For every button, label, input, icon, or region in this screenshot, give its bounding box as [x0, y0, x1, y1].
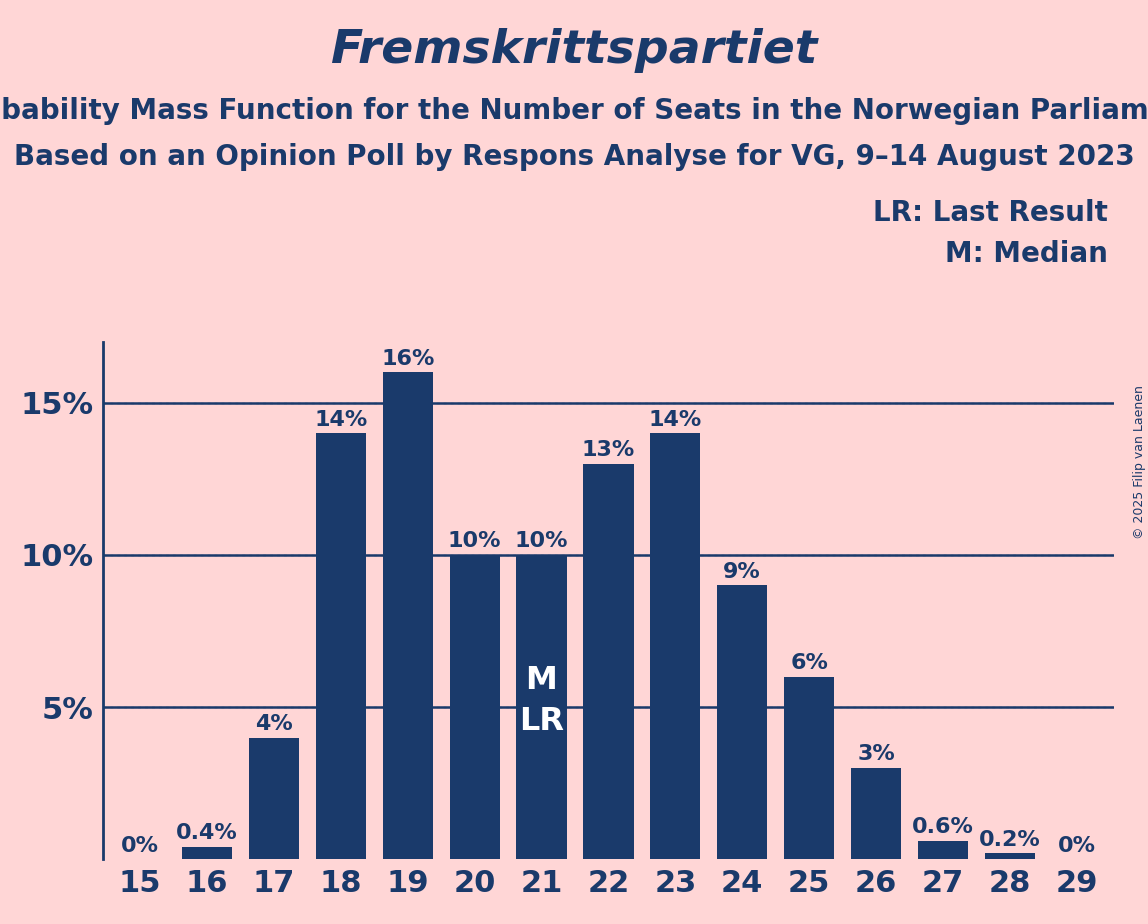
- Text: 14%: 14%: [649, 409, 701, 430]
- Text: M: Median: M: Median: [945, 240, 1108, 268]
- Bar: [450, 555, 499, 859]
- Bar: [181, 847, 232, 859]
- Text: 0.4%: 0.4%: [176, 823, 238, 844]
- Text: Fremskrittspartiet: Fremskrittspartiet: [331, 28, 817, 73]
- Bar: [784, 676, 835, 859]
- Text: 10%: 10%: [448, 531, 502, 552]
- Text: © 2025 Filip van Laenen: © 2025 Filip van Laenen: [1133, 385, 1147, 539]
- Text: 10%: 10%: [514, 531, 568, 552]
- Text: 0%: 0%: [1057, 835, 1095, 856]
- Text: LR: Last Result: LR: Last Result: [872, 199, 1108, 226]
- Bar: [851, 768, 901, 859]
- Text: 13%: 13%: [582, 440, 635, 460]
- Bar: [985, 853, 1035, 859]
- Bar: [918, 841, 968, 859]
- Text: 0.2%: 0.2%: [979, 830, 1041, 849]
- Bar: [316, 433, 366, 859]
- Text: 3%: 3%: [858, 745, 895, 764]
- Text: Probability Mass Function for the Number of Seats in the Norwegian Parliament: Probability Mass Function for the Number…: [0, 97, 1148, 125]
- Text: 14%: 14%: [315, 409, 367, 430]
- Text: M
LR: M LR: [519, 665, 564, 736]
- Bar: [650, 433, 700, 859]
- Bar: [583, 464, 634, 859]
- Bar: [382, 372, 433, 859]
- Bar: [249, 737, 298, 859]
- Bar: [517, 555, 567, 859]
- Text: 0%: 0%: [122, 835, 160, 856]
- Text: 0.6%: 0.6%: [912, 818, 974, 837]
- Text: 6%: 6%: [790, 653, 828, 673]
- Text: 9%: 9%: [723, 562, 761, 582]
- Text: 4%: 4%: [255, 714, 293, 734]
- Bar: [718, 586, 767, 859]
- Text: 16%: 16%: [381, 348, 434, 369]
- Text: Based on an Opinion Poll by Respons Analyse for VG, 9–14 August 2023: Based on an Opinion Poll by Respons Anal…: [14, 143, 1134, 171]
